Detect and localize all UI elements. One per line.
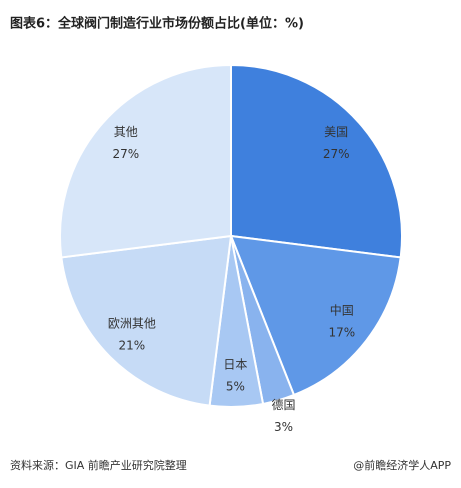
credit: @前瞻经济学人APP [353, 458, 451, 472]
value-label: 27% [112, 147, 139, 161]
chart-title: 图表6：全球阀门制造行业市场份额占比(单位：%) [10, 16, 304, 32]
slice-label: 德国 [271, 397, 295, 412]
value-label: 5% [226, 380, 245, 394]
slice-label: 美国 [324, 125, 348, 139]
pie-slice [230, 63, 403, 259]
pie-slice [59, 63, 232, 259]
slice-label: 日本 [223, 358, 247, 372]
slice-label: 其他 [114, 125, 138, 139]
pie-slice [229, 234, 402, 397]
slice-label: 中国 [330, 302, 354, 317]
value-label: 17% [328, 325, 355, 339]
slice-label: 欧洲其他 [108, 317, 156, 331]
value-label: 27% [323, 147, 350, 161]
value-label: 3% [274, 420, 293, 434]
pie-slice [60, 234, 233, 407]
value-label: 21% [119, 339, 146, 353]
source: 资料来源：GIA 前瞻产业研究院整理 [10, 458, 187, 472]
